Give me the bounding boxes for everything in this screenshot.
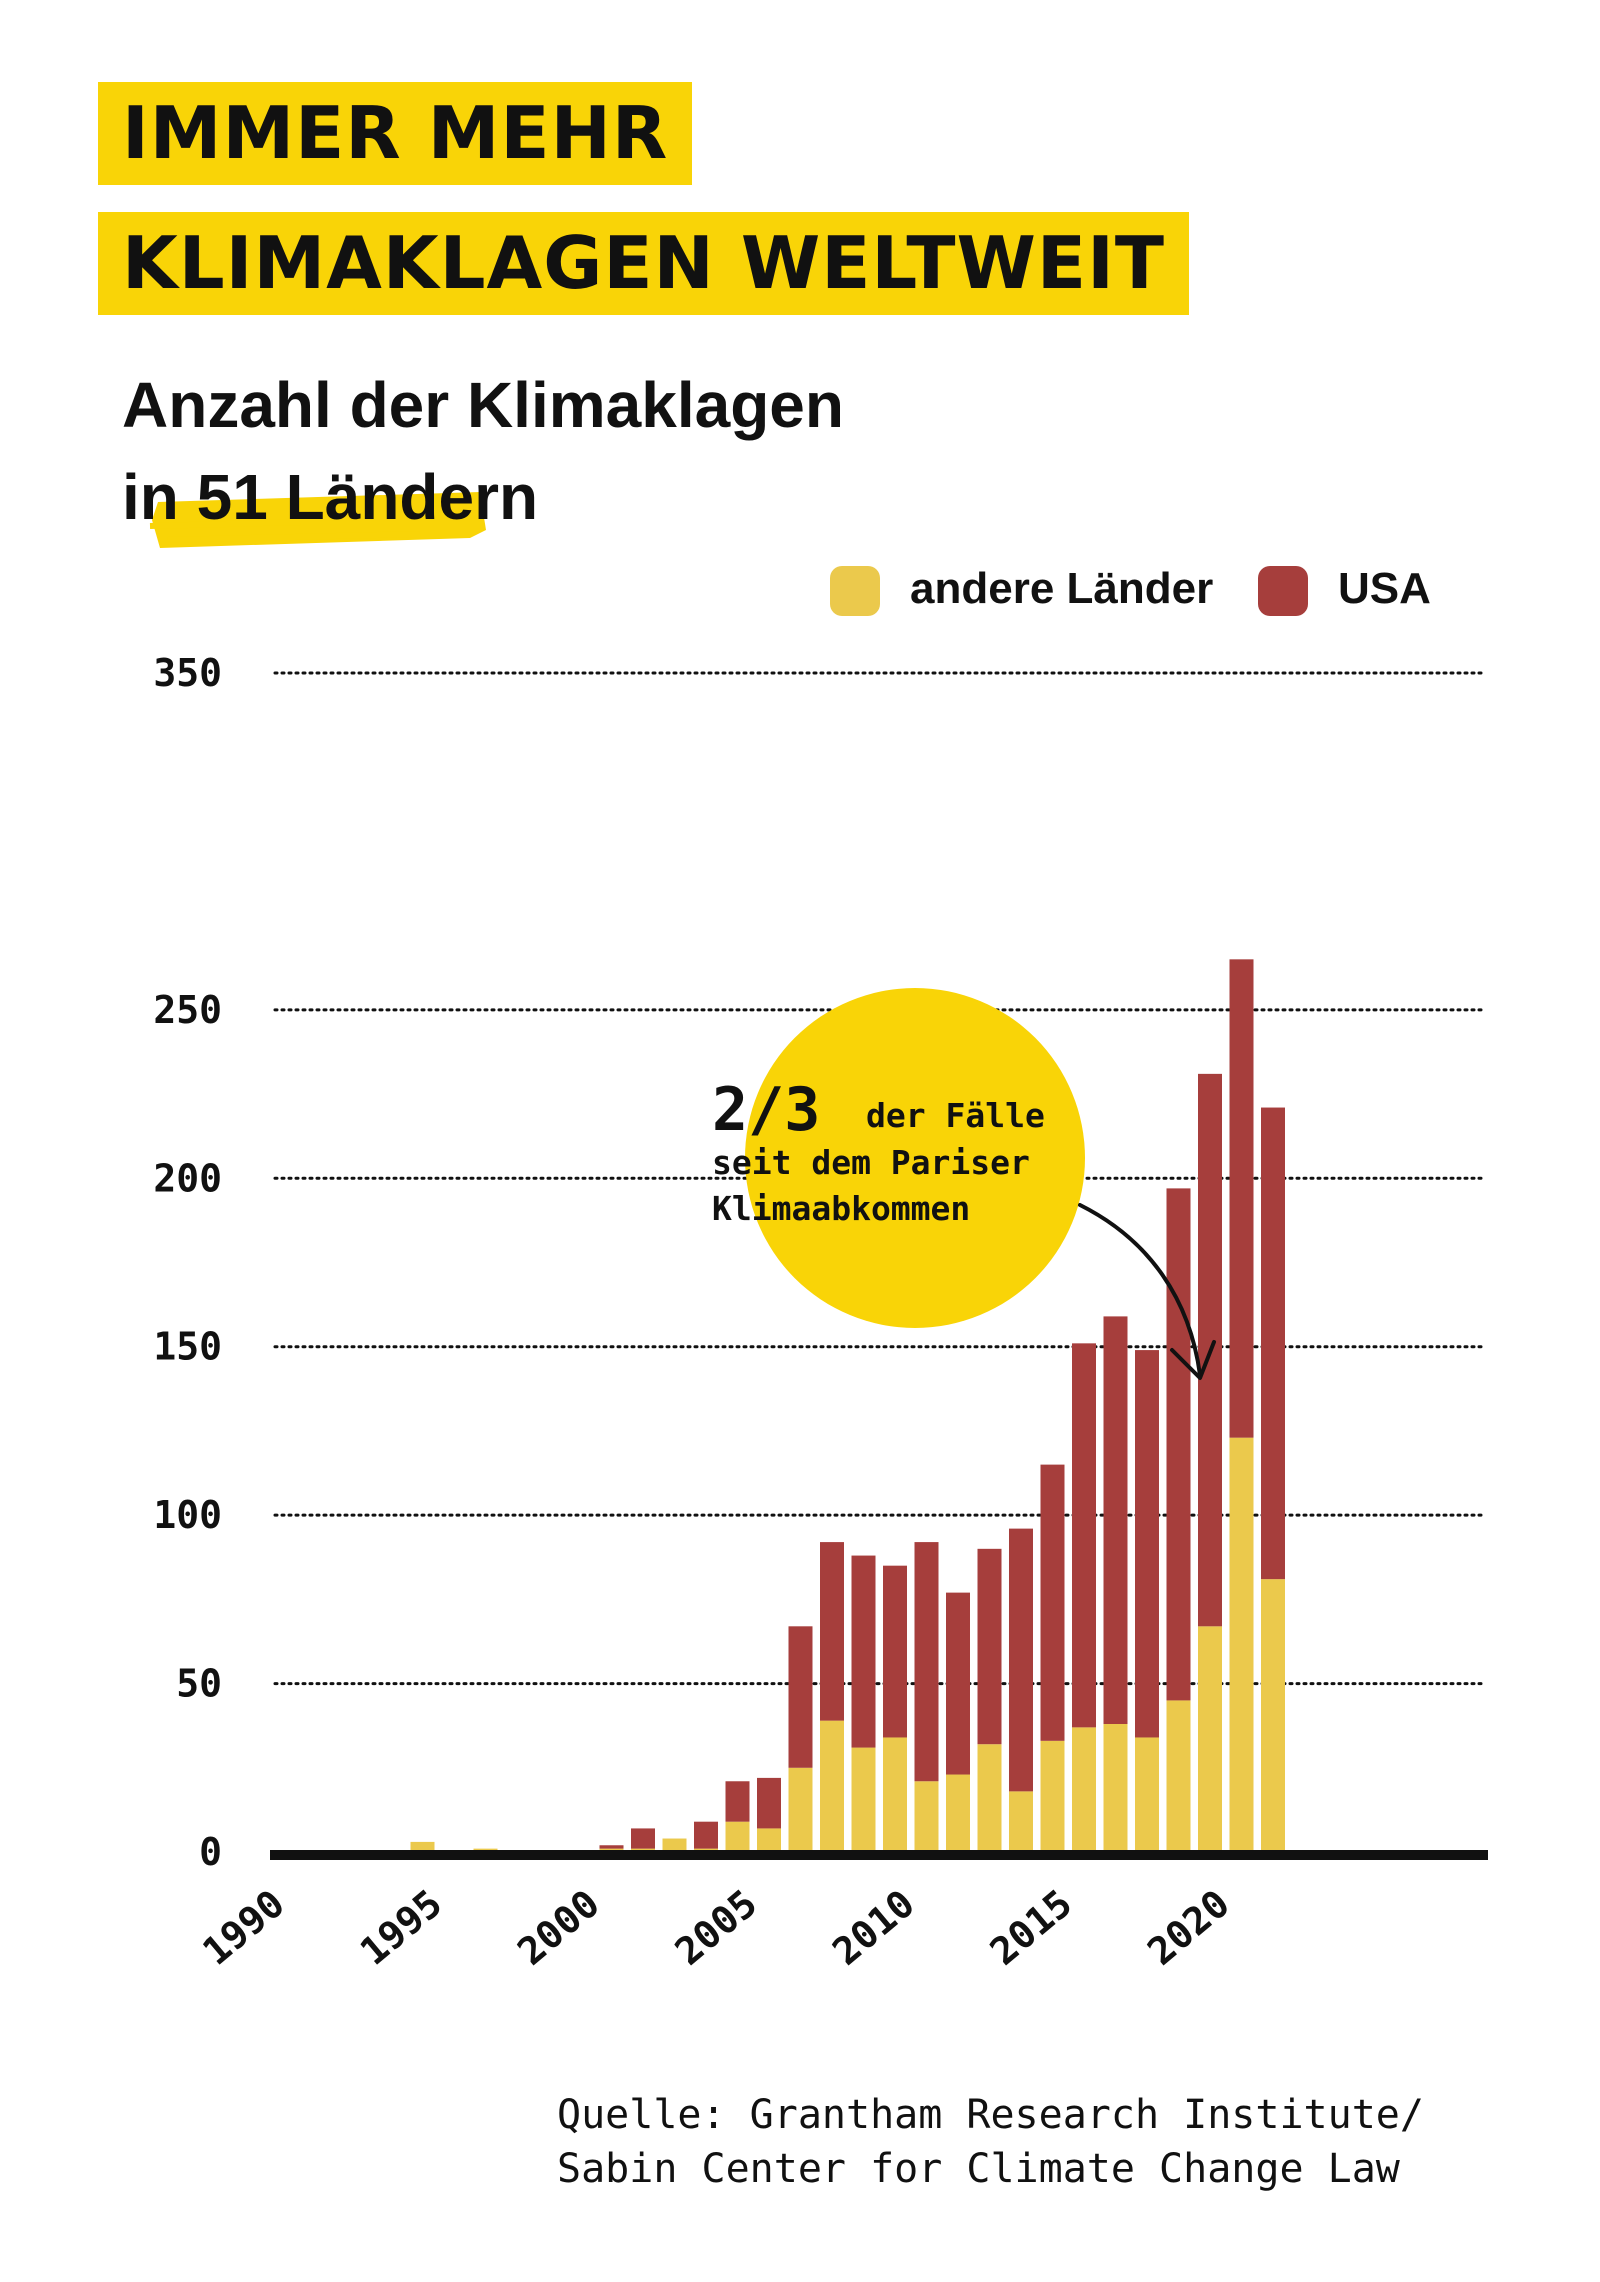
bar-other-countries-2021 — [1229, 1437, 1254, 1852]
x-tick-label: 2015 — [982, 1881, 1080, 1974]
annotation-bubble — [745, 988, 1085, 1328]
bar-other-countries-2011 — [914, 1781, 939, 1852]
bar-other-countries-2012 — [946, 1774, 970, 1852]
bar-usa-2013 — [977, 1548, 1002, 1745]
x-tick-label: 2005 — [667, 1881, 765, 1974]
x-tick-label: 1990 — [194, 1881, 292, 1974]
bar-other-countries-2013 — [977, 1744, 1002, 1852]
bar-other-countries-2003 — [662, 1838, 687, 1852]
annotation-text-2: seit dem Pariser — [712, 1143, 1030, 1182]
bar-other-countries-2019 — [1166, 1700, 1191, 1852]
source-line-1: Quelle: Grantham Research Institute/ — [557, 2092, 1424, 2138]
bar-usa-2021 — [1229, 959, 1254, 1438]
legend-label-usa: USA — [1338, 564, 1431, 613]
bar-other-countries-2018 — [1135, 1737, 1159, 1852]
bar-other-countries-2014 — [1009, 1791, 1033, 1852]
y-tick-label: 150 — [153, 1325, 222, 1369]
annotation-text-1: der Fälle — [866, 1096, 1045, 1135]
annotation-text-3: Klimaabkommen — [712, 1189, 970, 1228]
bar-usa-2007 — [788, 1626, 813, 1768]
bar-usa-2002 — [631, 1828, 655, 1849]
legend-swatch-usa — [1258, 566, 1308, 616]
subtitle-line-2: in 51 Ländern — [122, 461, 539, 533]
bar-other-countries-2010 — [883, 1737, 907, 1852]
bar-usa-2015 — [1040, 1464, 1065, 1741]
bar-other-countries-1995 — [410, 1841, 435, 1852]
y-tick-label: 50 — [176, 1662, 222, 1706]
bar-usa-2018 — [1135, 1350, 1159, 1738]
bar-other-countries-2005 — [725, 1821, 750, 1852]
bar-other-countries-2015 — [1040, 1740, 1065, 1852]
bar-usa-2022 — [1261, 1107, 1285, 1580]
source-line-2: Sabin Center for Climate Change Law — [557, 2146, 1400, 2192]
title-line-1: IMMER MEHR — [98, 82, 693, 185]
bar-other-countries-2008 — [820, 1720, 844, 1852]
x-tick-label: 2020 — [1139, 1881, 1237, 1974]
y-tick-label: 0 — [199, 1830, 222, 1874]
bar-chart: 0 50 100 150 200 250 350 1990 1995 2000 2005 2010 20… — [153, 564, 1488, 1974]
bar-other-countries-2009 — [851, 1747, 876, 1852]
bar-usa-2012 — [946, 1592, 970, 1775]
bar-other-countries-2016 — [1072, 1727, 1096, 1852]
legend-label-other-countries: andere Länder — [910, 564, 1213, 613]
y-tick-label: 250 — [153, 988, 222, 1032]
bar-usa-2006 — [757, 1777, 781, 1829]
bar-other-countries-2022 — [1261, 1579, 1285, 1852]
annotation-arrow — [1078, 1203, 1202, 1377]
bar-usa-2011 — [914, 1542, 939, 1782]
bar-usa-2001 — [599, 1845, 624, 1849]
x-tick-label: 2010 — [824, 1881, 922, 1974]
bar-other-countries-2020 — [1198, 1626, 1222, 1852]
bar-other-countries-2006 — [757, 1828, 781, 1852]
bar-usa-2010 — [883, 1565, 907, 1738]
bar-usa-2016 — [1072, 1343, 1096, 1728]
bar-usa-2004 — [694, 1821, 718, 1849]
bar-other-countries-2017 — [1103, 1723, 1128, 1852]
annotation-arrowhead — [1170, 1340, 1216, 1380]
y-tick-label: 200 — [153, 1156, 222, 1200]
x-tick-label: 1995 — [352, 1881, 450, 1974]
bar-usa-2008 — [820, 1542, 844, 1721]
title-line-2: KLIMAKLAGEN WELTWEIT — [98, 212, 1190, 315]
y-tick-label: 100 — [153, 1493, 222, 1537]
bar-usa-2005 — [725, 1781, 750, 1822]
bar-usa-2019 — [1166, 1188, 1191, 1701]
annotation-fraction: 2/3 — [712, 1075, 820, 1145]
legend-swatch-other-countries — [830, 566, 880, 616]
x-tick-label: 2000 — [509, 1881, 607, 1974]
y-tick-label: 350 — [153, 651, 222, 695]
bar-usa-2014 — [1009, 1528, 1033, 1792]
bar-other-countries-2007 — [788, 1767, 813, 1852]
bar-usa-2009 — [851, 1555, 876, 1748]
bar-usa-2017 — [1103, 1316, 1128, 1724]
subtitle-line-1: Anzahl der Klimaklagen — [122, 369, 844, 441]
